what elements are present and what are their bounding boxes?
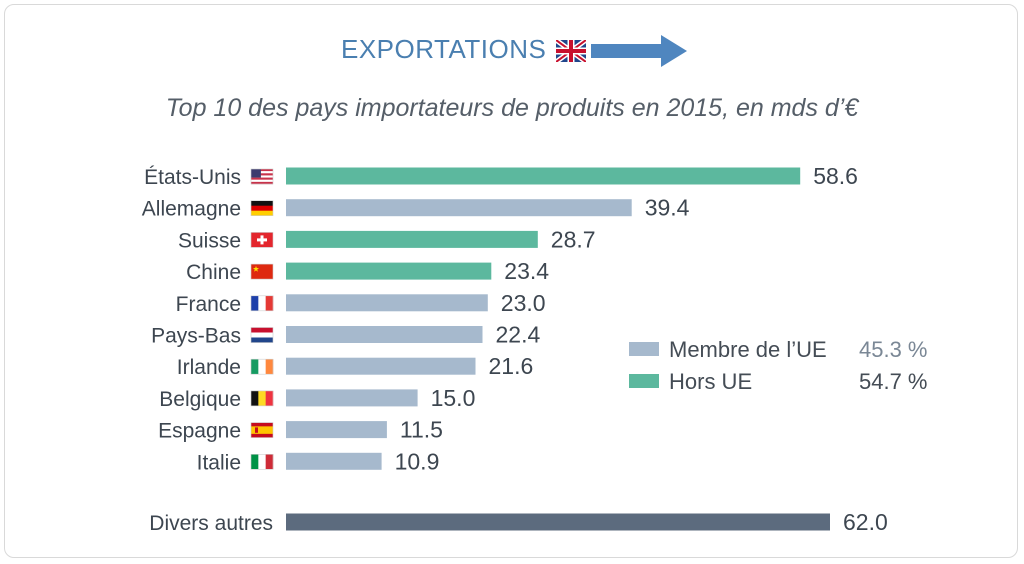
legend-swatch-non-eu [629, 374, 659, 388]
bar-7 [286, 389, 418, 407]
legend: Membre de l’UE 45.3 % Hors UE 54.7 % [629, 337, 969, 397]
china-flag-icon [250, 263, 274, 280]
value-label: 39.4 [645, 195, 690, 221]
category-label: Divers autres [149, 512, 273, 535]
bar-1 [286, 199, 632, 217]
italy-flag-icon [250, 453, 274, 470]
legend-label-non-eu: Hors UE [669, 369, 753, 394]
category-label: Espagne [158, 420, 241, 443]
bar-5 [286, 326, 483, 343]
bar-9 [286, 452, 382, 470]
header-title: EXPORTATIONS [341, 34, 547, 64]
right-arrow-icon [591, 35, 687, 67]
legend-percent-eu: 45.3 % [859, 337, 928, 362]
category-label: Belgique [159, 388, 241, 411]
value-label: 23.0 [501, 290, 546, 316]
netherlands-flag-icon [250, 327, 274, 343]
value-label: 28.7 [551, 226, 596, 252]
legend-swatch-eu [629, 342, 659, 356]
category-label: Pays-Bas [151, 325, 241, 348]
switzerland-flag-icon [250, 232, 274, 248]
value-label: 23.4 [504, 258, 549, 284]
germany-flag-icon [250, 200, 274, 216]
spain-flag-icon [250, 422, 274, 438]
bar-8 [286, 421, 387, 439]
value-label: 58.6 [813, 163, 858, 189]
legend-item-eu: Membre de l’UE 45.3 % [629, 337, 969, 363]
bar-2 [286, 230, 538, 248]
legend-label-eu: Membre de l’UE [669, 337, 827, 362]
us-flag-icon [250, 168, 274, 185]
chart-frame [4, 4, 1018, 558]
bar-4 [286, 294, 488, 312]
belgium-flag-icon [250, 390, 274, 407]
category-label: France [176, 293, 241, 316]
value-label: 15.0 [431, 385, 476, 411]
category-label: États-Unis [144, 166, 241, 189]
header: EXPORTATIONS [0, 32, 1024, 72]
uk-flag-icon [556, 40, 586, 62]
value-label: 62.0 [843, 509, 888, 535]
category-label: Allemagne [142, 198, 241, 221]
category-label: Italie [197, 451, 241, 474]
chart-title: Top 10 des pays importateurs de produits… [165, 94, 859, 122]
legend-item-non-eu: Hors UE 54.7 % [629, 369, 969, 395]
category-label: Irlande [177, 356, 241, 379]
ireland-flag-icon [250, 358, 274, 375]
value-label: 21.6 [489, 353, 534, 379]
value-label: 10.9 [395, 448, 440, 474]
category-label: Suisse [178, 229, 241, 252]
legend-percent-non-eu: 54.7 % [859, 369, 928, 394]
france-flag-icon [250, 295, 274, 312]
category-label: Chine [186, 261, 241, 284]
bar-10 [286, 513, 830, 531]
bar-3 [286, 262, 492, 280]
bar-0 [286, 167, 801, 185]
value-label: 22.4 [496, 322, 541, 348]
value-label: 11.5 [400, 417, 443, 443]
bar-6 [286, 357, 476, 375]
